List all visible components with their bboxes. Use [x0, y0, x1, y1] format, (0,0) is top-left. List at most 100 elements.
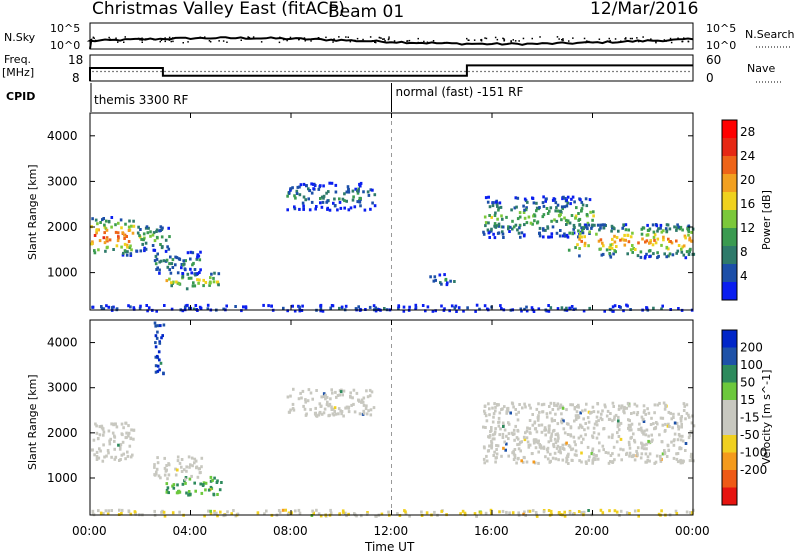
power-cell [438, 273, 442, 277]
velocity-cell [488, 435, 491, 439]
velocity-cell [129, 436, 133, 440]
noise-dot [252, 36, 255, 38]
velocity-cell [653, 427, 656, 431]
velocity-cell [557, 458, 560, 462]
velocity-cell [548, 424, 551, 428]
velocity-cell [685, 403, 689, 407]
velocity-colorbar-band [722, 365, 737, 383]
noise-dot [683, 37, 685, 39]
velocity-cell [535, 514, 539, 518]
velocity-cell [537, 414, 540, 418]
velocity-cell [353, 410, 357, 414]
noise-dot [389, 41, 391, 43]
power-cell [315, 205, 318, 208]
velocity-cell [213, 509, 216, 513]
noise-dot [512, 39, 514, 41]
velocity-cell [101, 459, 105, 463]
power-cell [602, 244, 605, 248]
power-cell [105, 304, 108, 308]
noise-dot [164, 40, 166, 43]
power-cell [494, 200, 498, 204]
velocity-cell [664, 403, 667, 407]
velocity-cell [648, 452, 652, 456]
power-cell [655, 224, 659, 228]
velocity-cell [102, 443, 105, 447]
beam-label: Beam 01 [328, 2, 404, 22]
velocity-cell [181, 482, 185, 486]
power-cell [605, 248, 609, 252]
velocity-cell [573, 440, 576, 444]
power-cell [531, 197, 535, 200]
velocity-cell [601, 511, 605, 515]
power-cell [103, 223, 106, 227]
velocity-cell [492, 454, 495, 457]
power-cell [325, 191, 328, 195]
power-cell [217, 283, 220, 287]
power-cell [585, 225, 588, 229]
power-cell [666, 223, 670, 227]
velocity-cell [336, 394, 340, 397]
velocity-cell [122, 426, 125, 430]
power-cell [191, 284, 195, 288]
noise-dot [354, 39, 357, 42]
power-cell [583, 241, 587, 245]
noise-tick-bottom: 10^0 [50, 39, 80, 52]
velocity-cell [291, 402, 295, 406]
velocity-cell [628, 404, 631, 408]
velocity-cell [334, 390, 337, 394]
velocity-cell [582, 417, 585, 421]
power-cell [168, 277, 171, 281]
velocity-cell [637, 427, 640, 431]
velocity-cell [120, 453, 124, 457]
power-cell [659, 226, 662, 230]
power-cell [294, 196, 297, 200]
velocity-cell [622, 406, 626, 410]
velocity-cell [569, 433, 572, 437]
power-cell [578, 223, 582, 227]
noise-dot [655, 41, 657, 44]
velocity-cell [554, 412, 557, 416]
velocity-cell [154, 472, 158, 476]
power-cell [166, 265, 170, 269]
velocity-cell [620, 458, 623, 462]
velocity-cell [556, 422, 560, 426]
power-cell [667, 254, 670, 258]
noise-dot [539, 36, 541, 38]
power-cell [657, 227, 660, 231]
velocity-cell [341, 393, 344, 397]
velocity-cell [492, 412, 496, 416]
velocity-cell [303, 407, 307, 411]
power-cell [564, 234, 567, 238]
power-cell [244, 305, 248, 309]
velocity-cell [102, 512, 105, 516]
noise-dot [665, 40, 667, 42]
power-cell [298, 193, 302, 197]
power-cell [343, 199, 346, 203]
velocity-cell [613, 509, 617, 513]
velocity-cell [127, 431, 131, 435]
power-cell [174, 255, 177, 259]
velocity-cell [490, 446, 493, 450]
noise-dot [620, 40, 622, 42]
power-cell [500, 214, 503, 218]
velocity-cell [334, 412, 338, 416]
power-cell [120, 245, 123, 249]
velocity-cell [540, 430, 544, 434]
velocity-cell [167, 473, 171, 477]
power-cell [429, 275, 432, 279]
velocity-cell [108, 439, 111, 443]
velocity-cell [501, 421, 505, 425]
velocity-cell [339, 390, 343, 394]
noise-dot [137, 37, 140, 40]
velocity-cell [617, 419, 620, 423]
power-cell [317, 187, 321, 191]
power-cell [358, 184, 362, 187]
power-colorbar-band [722, 246, 737, 265]
velocity-cell [622, 409, 625, 413]
velocity-cell [350, 403, 353, 407]
noise-dot [607, 40, 609, 43]
velocity-cell [156, 354, 159, 358]
velocity-cell [188, 477, 192, 481]
power-cell [568, 221, 572, 225]
velocity-cell [645, 442, 648, 446]
